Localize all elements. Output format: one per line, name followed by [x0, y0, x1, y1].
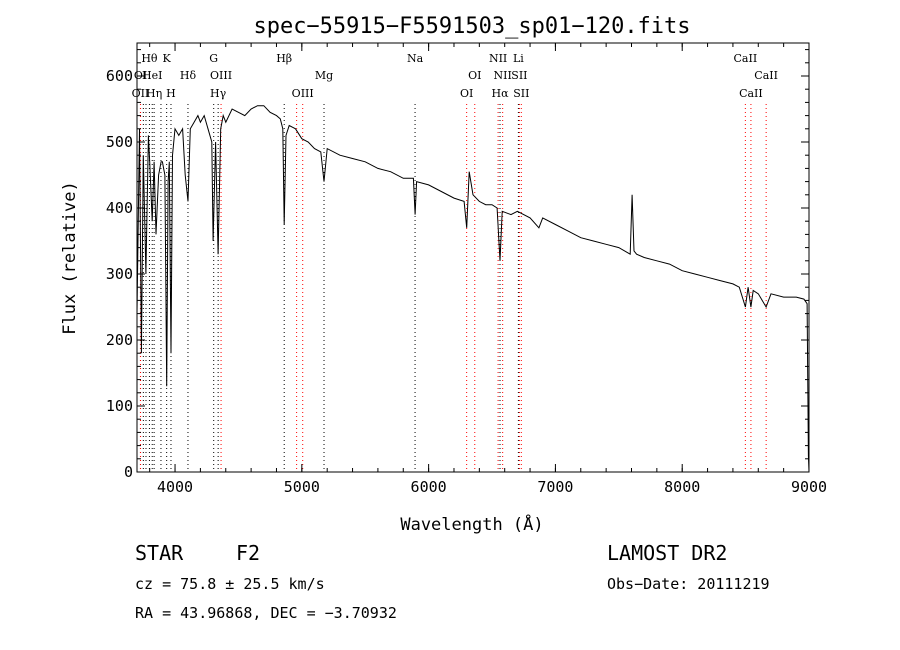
y-tick-label: 400 — [106, 199, 133, 217]
spectral-line-label: G — [209, 52, 218, 65]
spectral-line-label: Hγ — [210, 87, 227, 100]
coordinates-readout: RA = 43.96868, DEC = −3.70932 — [135, 604, 397, 622]
y-tick-label: 200 — [106, 331, 133, 349]
spectral-line-label: Na — [407, 52, 424, 65]
spectral-line-label: H — [166, 87, 176, 100]
y-tick-label: 0 — [124, 463, 133, 481]
spectral-line-label: CaII — [754, 69, 778, 82]
x-tick-label: 9000 — [791, 478, 827, 496]
axis-tick-group: 4000 5000 6000 7000 8000 9000 0 100 200 300 400 500… — [106, 43, 827, 496]
spectral-line-label: OIII — [210, 69, 232, 82]
object-class: STAR — [135, 541, 184, 565]
spectral-line-label: Hθ — [141, 52, 158, 65]
object-subclass: F2 — [236, 541, 261, 565]
y-tick-label: 300 — [106, 265, 133, 283]
x-tick-label: 4000 — [157, 478, 193, 496]
spectral-line-label: OI — [460, 87, 473, 100]
x-axis-label: Wavelength (Å) — [400, 513, 543, 535]
spectral-line-label: HeI — [142, 69, 162, 82]
survey-name: LAMOST DR2 — [607, 541, 728, 565]
spectral-line-label: Hη — [146, 87, 162, 100]
spectral-line-label: NII — [494, 69, 512, 82]
spectral-line-label: Mg — [315, 69, 333, 82]
x-tick-label: 6000 — [411, 478, 447, 496]
y-axis-label: Flux (relative) — [60, 181, 80, 335]
spectral-line-label: CaII — [739, 87, 763, 100]
spectral-line-label: Li — [513, 52, 524, 65]
spectral-line-label: OII — [132, 87, 150, 100]
redshift-readout: cz = 75.8 ± 25.5 km/s — [135, 575, 325, 593]
spectral-line-label: SII — [511, 69, 527, 82]
spectral-line-label: Hα — [491, 87, 509, 100]
y-tick-label: 600 — [106, 67, 133, 85]
observation-date: Obs−Date: 20111219 — [607, 575, 770, 593]
spectral-line-label: Hβ — [276, 52, 292, 65]
spectral-line-label: CaII — [734, 52, 758, 65]
spectral-line-label: OI — [468, 69, 481, 82]
spectral-line-label: OIII — [292, 87, 314, 100]
spectral-line-label: SII — [513, 87, 529, 100]
spectral-line-label: NII — [489, 52, 507, 65]
spectrum-series-line — [136, 105, 810, 473]
y-tick-label: 100 — [106, 397, 133, 415]
y-tick-label: 500 — [106, 133, 133, 151]
spectral-line-label: K — [163, 52, 172, 65]
spectral-line-label: Hδ — [180, 69, 197, 82]
plot-frame — [136, 42, 810, 473]
chart-title: spec−55915−F5591503_sp01−120.fits — [253, 14, 690, 39]
x-tick-label: 7000 — [537, 478, 573, 496]
x-tick-label: 8000 — [664, 478, 700, 496]
x-tick-label: 5000 — [284, 478, 320, 496]
